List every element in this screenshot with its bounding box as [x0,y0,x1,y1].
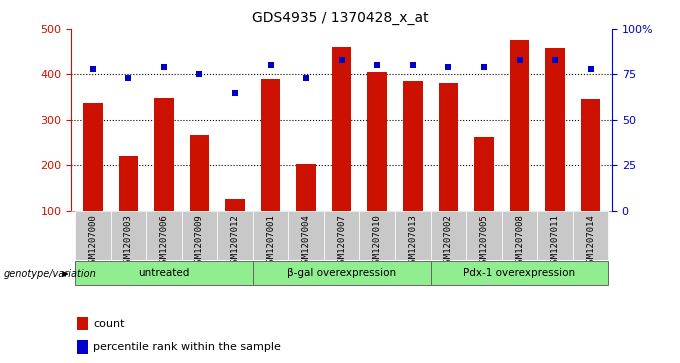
Bar [111,211,146,260]
Text: percentile rank within the sample: percentile rank within the sample [93,342,281,352]
Bar [75,261,253,285]
Bar [502,211,537,260]
Text: untreated: untreated [138,268,190,278]
Bar [225,199,245,211]
Text: count: count [93,318,124,329]
Bar [573,211,609,260]
Bar [395,211,430,260]
Bar [288,211,324,260]
Bar [253,211,288,260]
Text: GSM1207011: GSM1207011 [551,215,560,268]
Text: GSM1207010: GSM1207010 [373,215,381,268]
Bar [83,102,103,211]
Bar [253,261,430,285]
Bar [537,211,573,260]
Bar [324,211,360,260]
Bar [403,81,422,211]
Text: genotype/variation: genotype/variation [3,269,96,279]
Bar [430,211,466,260]
Bar [474,136,494,211]
Bar [182,211,217,260]
Text: β-gal overexpression: β-gal overexpression [287,268,396,278]
Text: GSM1207000: GSM1207000 [88,215,97,268]
Bar [332,47,352,211]
Bar [154,98,173,211]
Text: GSM1207006: GSM1207006 [159,215,169,268]
Text: GSM1207002: GSM1207002 [444,215,453,268]
Bar [430,261,609,285]
Bar [360,211,395,260]
Bar [296,164,316,211]
Text: GSM1207008: GSM1207008 [515,215,524,268]
Bar [118,156,138,211]
Text: GSM1207003: GSM1207003 [124,215,133,268]
Text: GSM1207004: GSM1207004 [302,215,311,268]
Bar [439,83,458,211]
Text: GSM1207007: GSM1207007 [337,215,346,268]
Bar [581,99,600,211]
Bar [367,72,387,211]
Bar [466,211,502,260]
Bar [510,40,529,211]
Bar [77,340,88,354]
Bar [75,211,111,260]
Text: Pdx-1 overexpression: Pdx-1 overexpression [464,268,575,278]
Bar [545,48,565,211]
Text: GSM1207014: GSM1207014 [586,215,595,268]
Text: GSM1207012: GSM1207012 [231,215,239,268]
Text: GSM1207005: GSM1207005 [479,215,488,268]
Text: GDS4935 / 1370428_x_at: GDS4935 / 1370428_x_at [252,11,428,25]
Bar [190,135,209,211]
Bar [261,79,280,211]
Text: GSM1207013: GSM1207013 [408,215,418,268]
Bar [217,211,253,260]
Bar [77,317,88,330]
Text: GSM1207001: GSM1207001 [266,215,275,268]
Bar [146,211,182,260]
Text: GSM1207009: GSM1207009 [195,215,204,268]
